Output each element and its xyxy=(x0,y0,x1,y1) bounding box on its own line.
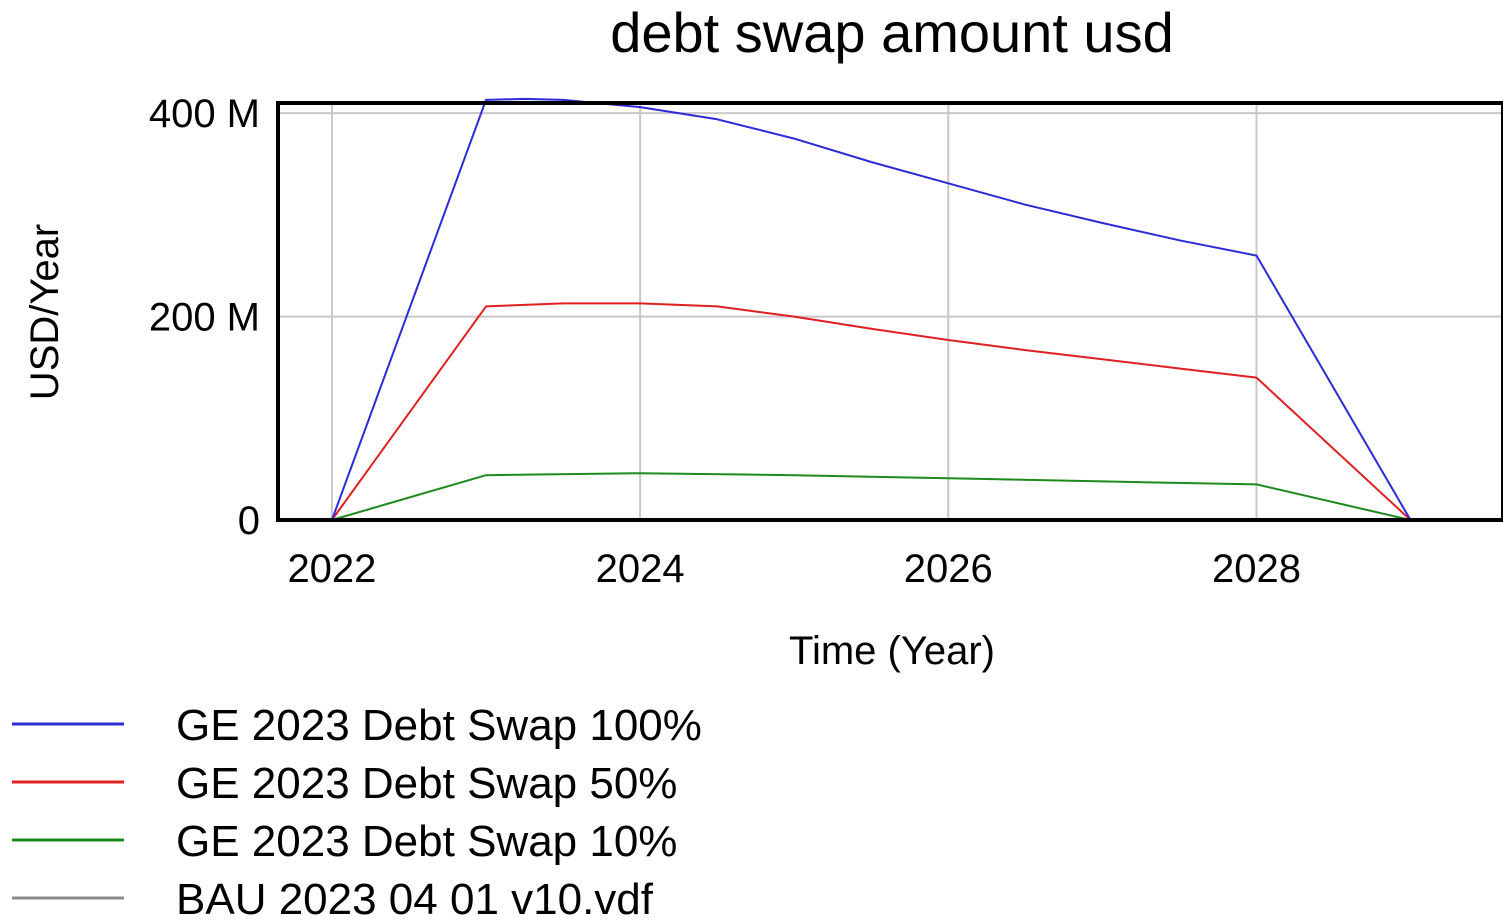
legend-label: GE 2023 Debt Swap 10% xyxy=(176,817,677,866)
chart-title: debt swap amount usd xyxy=(610,1,1173,64)
series-lines xyxy=(278,97,1503,521)
series-line-1 xyxy=(278,97,1503,521)
plot-frame xyxy=(276,101,1503,522)
y-tick-label: 200 M xyxy=(149,296,260,340)
x-tick-label: 2026 xyxy=(904,547,993,591)
y-ticks: 0 200 M 400 M xyxy=(149,92,260,543)
x-tick-label: 2022 xyxy=(287,547,376,591)
series-line-2 xyxy=(278,302,1503,521)
y-tick-label: 400 M xyxy=(149,92,260,136)
x-axis-label: Time (Year) xyxy=(789,629,995,673)
legend-label: GE 2023 Debt Swap 100% xyxy=(176,701,702,750)
x-tick-label: 2028 xyxy=(1212,547,1301,591)
x-tick-label: 2024 xyxy=(596,547,685,591)
legend-label: GE 2023 Debt Swap 50% xyxy=(176,759,677,808)
y-tick-label: 0 xyxy=(238,499,260,543)
legend-label: BAU 2023 04 01 v10.vdf xyxy=(176,875,654,924)
legend: GE 2023 Debt Swap 100% GE 2023 Debt Swap … xyxy=(12,701,702,924)
x-ticks: 2022 2024 2026 2028 xyxy=(287,547,1301,591)
series-line-3 xyxy=(278,472,1503,521)
y-axis-label: USD/Year xyxy=(23,224,67,400)
